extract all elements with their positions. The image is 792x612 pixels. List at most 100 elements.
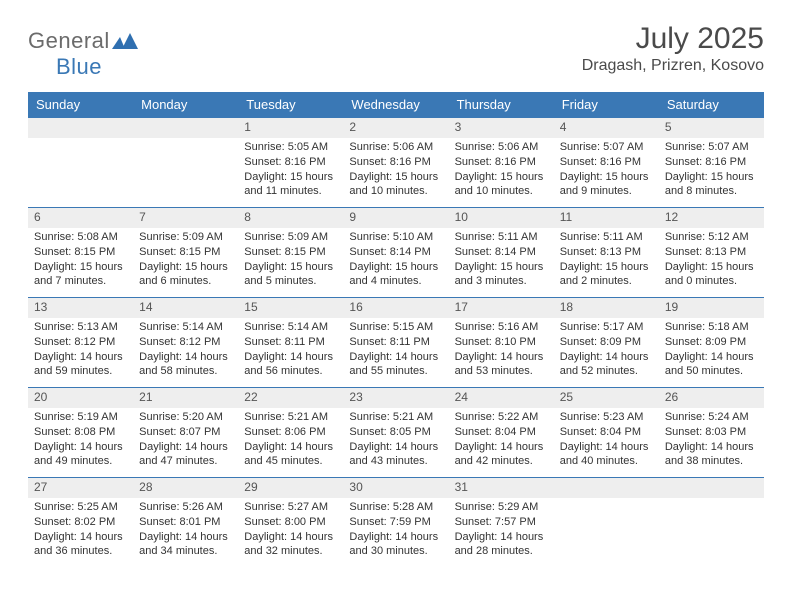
daylight-text-1: Daylight: 14 hours xyxy=(560,440,653,455)
sunset-text: Sunset: 8:15 PM xyxy=(139,245,232,260)
daylight-text-2: and 58 minutes. xyxy=(139,364,232,379)
daylight-text-2: and 45 minutes. xyxy=(244,454,337,469)
day-number-band: 3 xyxy=(449,117,554,138)
day-body: Sunrise: 5:14 AMSunset: 8:12 PMDaylight:… xyxy=(133,318,238,383)
calendar-day-cell: 6Sunrise: 5:08 AMSunset: 8:15 PMDaylight… xyxy=(28,207,133,297)
daylight-text-2: and 11 minutes. xyxy=(244,184,337,199)
sunrise-text: Sunrise: 5:29 AM xyxy=(455,500,548,515)
daylight-text-2: and 42 minutes. xyxy=(455,454,548,469)
day-body xyxy=(133,138,238,194)
sunset-text: Sunset: 8:13 PM xyxy=(665,245,758,260)
day-number-band: 23 xyxy=(343,387,448,408)
sunrise-text: Sunrise: 5:07 AM xyxy=(560,140,653,155)
day-number-band: 1 xyxy=(238,117,343,138)
daylight-text-2: and 49 minutes. xyxy=(34,454,127,469)
daylight-text-2: and 9 minutes. xyxy=(560,184,653,199)
day-body: Sunrise: 5:12 AMSunset: 8:13 PMDaylight:… xyxy=(659,228,764,293)
daylight-text-2: and 52 minutes. xyxy=(560,364,653,379)
sunrise-text: Sunrise: 5:27 AM xyxy=(244,500,337,515)
daylight-text-1: Daylight: 15 hours xyxy=(349,260,442,275)
day-number-band xyxy=(659,477,764,498)
daylight-text-1: Daylight: 14 hours xyxy=(244,440,337,455)
weekday-row: SundayMondayTuesdayWednesdayThursdayFrid… xyxy=(28,92,764,117)
daylight-text-1: Daylight: 15 hours xyxy=(34,260,127,275)
daylight-text-2: and 10 minutes. xyxy=(455,184,548,199)
sunrise-text: Sunrise: 5:07 AM xyxy=(665,140,758,155)
day-number-band: 8 xyxy=(238,207,343,228)
sunset-text: Sunset: 8:03 PM xyxy=(665,425,758,440)
daylight-text-2: and 50 minutes. xyxy=(665,364,758,379)
day-number-band: 25 xyxy=(554,387,659,408)
sunset-text: Sunset: 8:16 PM xyxy=(455,155,548,170)
calendar-day-cell: 14Sunrise: 5:14 AMSunset: 8:12 PMDayligh… xyxy=(133,297,238,387)
day-number-band: 2 xyxy=(343,117,448,138)
sunset-text: Sunset: 8:05 PM xyxy=(349,425,442,440)
sunset-text: Sunset: 8:11 PM xyxy=(244,335,337,350)
sunset-text: Sunset: 8:12 PM xyxy=(139,335,232,350)
day-body xyxy=(554,498,659,554)
day-number-band: 15 xyxy=(238,297,343,318)
day-number-band: 18 xyxy=(554,297,659,318)
calendar-day-cell: 11Sunrise: 5:11 AMSunset: 8:13 PMDayligh… xyxy=(554,207,659,297)
brand-logo: General Blue xyxy=(28,22,138,80)
calendar-day-cell: 13Sunrise: 5:13 AMSunset: 8:12 PMDayligh… xyxy=(28,297,133,387)
daylight-text-1: Daylight: 14 hours xyxy=(665,440,758,455)
day-body: Sunrise: 5:23 AMSunset: 8:04 PMDaylight:… xyxy=(554,408,659,473)
sunrise-text: Sunrise: 5:13 AM xyxy=(34,320,127,335)
header: General Blue July 2025 Dragash, Prizren,… xyxy=(28,22,764,80)
calendar-day-cell: 22Sunrise: 5:21 AMSunset: 8:06 PMDayligh… xyxy=(238,387,343,477)
calendar-day-cell: 24Sunrise: 5:22 AMSunset: 8:04 PMDayligh… xyxy=(449,387,554,477)
sunrise-text: Sunrise: 5:26 AM xyxy=(139,500,232,515)
sunrise-text: Sunrise: 5:11 AM xyxy=(455,230,548,245)
day-number-band xyxy=(133,117,238,138)
day-number-band: 9 xyxy=(343,207,448,228)
title-block: July 2025 Dragash, Prizren, Kosovo xyxy=(582,22,764,75)
daylight-text-1: Daylight: 14 hours xyxy=(139,350,232,365)
day-body: Sunrise: 5:19 AMSunset: 8:08 PMDaylight:… xyxy=(28,408,133,473)
day-number-band: 17 xyxy=(449,297,554,318)
day-number-band: 12 xyxy=(659,207,764,228)
sunset-text: Sunset: 8:16 PM xyxy=(560,155,653,170)
daylight-text-1: Daylight: 14 hours xyxy=(34,350,127,365)
daylight-text-2: and 56 minutes. xyxy=(244,364,337,379)
daylight-text-2: and 40 minutes. xyxy=(560,454,653,469)
calendar-day-cell: 18Sunrise: 5:17 AMSunset: 8:09 PMDayligh… xyxy=(554,297,659,387)
sunset-text: Sunset: 8:13 PM xyxy=(560,245,653,260)
day-body: Sunrise: 5:06 AMSunset: 8:16 PMDaylight:… xyxy=(449,138,554,203)
daylight-text-1: Daylight: 15 hours xyxy=(665,260,758,275)
sunset-text: Sunset: 7:59 PM xyxy=(349,515,442,530)
daylight-text-2: and 2 minutes. xyxy=(560,274,653,289)
sunrise-text: Sunrise: 5:06 AM xyxy=(455,140,548,155)
sunrise-text: Sunrise: 5:16 AM xyxy=(455,320,548,335)
day-number-band: 30 xyxy=(343,477,448,498)
weekday-header: Tuesday xyxy=(238,92,343,117)
day-number-band xyxy=(554,477,659,498)
calendar-day-cell: 27Sunrise: 5:25 AMSunset: 8:02 PMDayligh… xyxy=(28,477,133,567)
day-body: Sunrise: 5:05 AMSunset: 8:16 PMDaylight:… xyxy=(238,138,343,203)
day-number-band: 28 xyxy=(133,477,238,498)
sunrise-text: Sunrise: 5:14 AM xyxy=(244,320,337,335)
weekday-header: Monday xyxy=(133,92,238,117)
daylight-text-1: Daylight: 15 hours xyxy=(455,170,548,185)
sunrise-text: Sunrise: 5:24 AM xyxy=(665,410,758,425)
calendar-table: SundayMondayTuesdayWednesdayThursdayFrid… xyxy=(28,92,764,567)
sunset-text: Sunset: 8:12 PM xyxy=(34,335,127,350)
daylight-text-1: Daylight: 15 hours xyxy=(139,260,232,275)
sunrise-text: Sunrise: 5:18 AM xyxy=(665,320,758,335)
sunset-text: Sunset: 8:15 PM xyxy=(244,245,337,260)
sunrise-text: Sunrise: 5:11 AM xyxy=(560,230,653,245)
day-number-band: 5 xyxy=(659,117,764,138)
day-body: Sunrise: 5:08 AMSunset: 8:15 PMDaylight:… xyxy=(28,228,133,293)
daylight-text-2: and 6 minutes. xyxy=(139,274,232,289)
day-number-band: 4 xyxy=(554,117,659,138)
calendar-day-cell xyxy=(554,477,659,567)
day-number-band: 7 xyxy=(133,207,238,228)
sunrise-text: Sunrise: 5:20 AM xyxy=(139,410,232,425)
daylight-text-1: Daylight: 14 hours xyxy=(349,530,442,545)
day-body: Sunrise: 5:24 AMSunset: 8:03 PMDaylight:… xyxy=(659,408,764,473)
daylight-text-2: and 7 minutes. xyxy=(34,274,127,289)
sunrise-text: Sunrise: 5:09 AM xyxy=(139,230,232,245)
daylight-text-2: and 4 minutes. xyxy=(349,274,442,289)
daylight-text-2: and 59 minutes. xyxy=(34,364,127,379)
sunset-text: Sunset: 8:01 PM xyxy=(139,515,232,530)
